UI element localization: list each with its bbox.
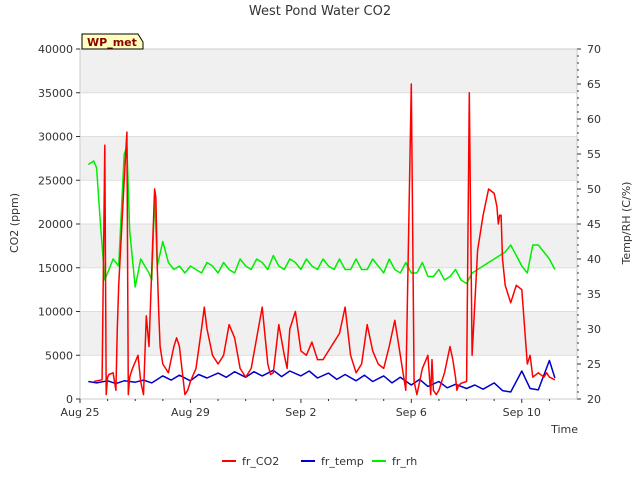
chart-title: West Pond Water CO2	[249, 4, 391, 19]
y2-tick-label: 40	[587, 253, 601, 266]
legend-label: fr_temp	[321, 455, 364, 468]
right-axis: 20 25 30 35 40 45 50 55 60 65 70	[577, 43, 601, 406]
y-tick-label: 20000	[38, 218, 73, 231]
y2-tick-label: 70	[587, 43, 601, 56]
grid-band	[80, 267, 577, 312]
series-layer	[87, 83, 556, 396]
grid-band	[80, 224, 577, 268]
x-tick-label: Sep 2	[285, 406, 316, 419]
y2-tick-label: 50	[587, 183, 601, 196]
y-tick-label: 30000	[38, 131, 73, 144]
y-axis-label: CO2 (ppm)	[8, 193, 21, 253]
grid-band	[80, 180, 577, 224]
y2-tick-label: 30	[587, 323, 601, 336]
y2-tick-label: 60	[587, 113, 601, 126]
legend-item-fr-rh: fr_rh	[372, 455, 417, 468]
grid-band	[80, 49, 577, 93]
y2-tick-label: 25	[587, 358, 601, 371]
y2-tick-label: 45	[587, 218, 601, 231]
badge-label: WP_met	[87, 36, 137, 49]
grid-bands	[80, 48, 577, 400]
y2-tick-label: 35	[587, 288, 601, 301]
series-line-fr-temp	[88, 359, 556, 393]
grid-band	[80, 311, 577, 356]
legend-item-fr-CO2: fr_CO2	[222, 455, 279, 468]
x-tick-label: Aug 25	[61, 406, 100, 419]
legend-label: fr_rh	[392, 455, 417, 468]
y2-tick-label: 55	[587, 148, 601, 161]
grid-band	[80, 92, 577, 137]
x-tick-label: Sep 6	[396, 406, 427, 419]
x-axis: Aug 25 Aug 29 Sep 2 Sep 6 Sep 10	[61, 399, 550, 419]
series-line-fr-CO2	[93, 83, 556, 396]
y2-tick-label: 20	[587, 393, 601, 406]
legend: fr_CO2 fr_temp fr_rh	[222, 455, 417, 468]
y-tick-label: 15000	[38, 262, 73, 275]
y2-axis-label: Temp/RH (C/%)	[620, 182, 633, 266]
badge-shape	[81, 33, 144, 50]
y-tick-label: 25000	[38, 174, 73, 187]
y2-tick-label: 65	[587, 78, 601, 91]
left-axis: 0 5000 10000 15000 20000 25000 30000 35000 40000	[38, 43, 80, 406]
grid-band	[80, 136, 577, 181]
y-tick-label: 5000	[45, 349, 73, 362]
site-badge: WP_met	[81, 33, 144, 50]
x-axis-label: Time	[550, 423, 578, 436]
x-tick-label: Sep 10	[503, 406, 541, 419]
legend-item-fr-temp: fr_temp	[301, 455, 364, 468]
y-tick-label: 0	[66, 393, 73, 406]
x-tick-label: Aug 29	[171, 406, 210, 419]
y-tick-label: 10000	[38, 306, 73, 319]
y-tick-label: 40000	[38, 43, 73, 56]
grid-band	[80, 355, 577, 399]
y-tick-label: 35000	[38, 87, 73, 100]
legend-label: fr_CO2	[242, 455, 279, 468]
